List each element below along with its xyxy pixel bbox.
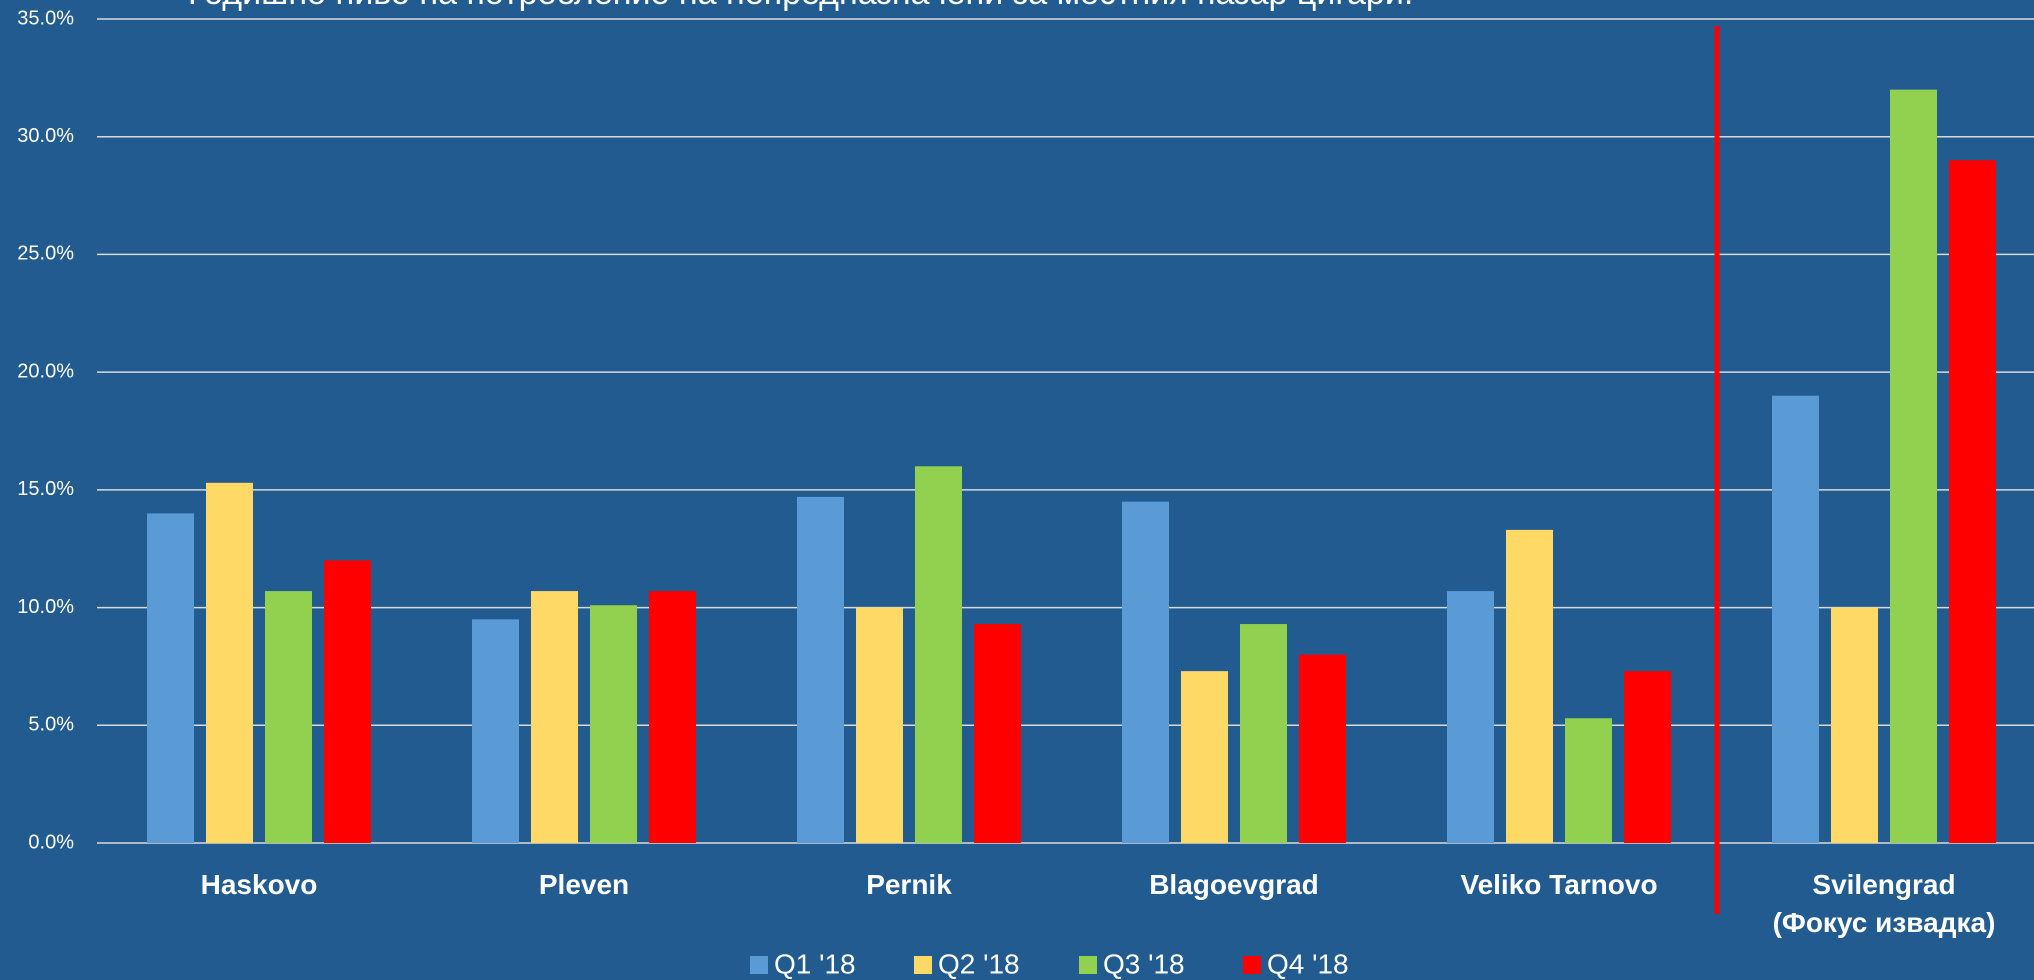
bar (1624, 671, 1671, 843)
bar (1122, 501, 1169, 843)
bar (1831, 607, 1878, 843)
bar (147, 513, 194, 843)
y-tick-label: 35.0% (17, 7, 74, 29)
bar (649, 591, 696, 843)
y-tick-label: 5.0% (28, 714, 74, 736)
bar (1949, 160, 1996, 843)
bar (1447, 591, 1494, 843)
bar (265, 591, 312, 843)
legend-label: Q3 '18 (1103, 948, 1185, 979)
legend-swatch (1243, 956, 1261, 974)
x-tick-label: Pernik (866, 869, 952, 900)
bar (531, 591, 578, 843)
bar (1772, 395, 1819, 843)
legend-swatch (750, 956, 768, 974)
legend-swatch (1079, 956, 1097, 974)
x-tick-label: Pleven (538, 869, 630, 900)
bar (1506, 529, 1553, 843)
bar (1240, 624, 1287, 843)
x-tick-label: Veliko Tarnovo (1460, 869, 1658, 900)
legend-label: Q4 '18 (1267, 948, 1349, 979)
legend-label: Q2 '18 (938, 948, 1020, 979)
x-tick-label: Haskovo (200, 869, 318, 900)
legend-swatch (914, 956, 932, 974)
bar (1890, 89, 1937, 844)
y-tick-label: 20.0% (17, 360, 74, 382)
bar (206, 482, 253, 843)
y-tick-label: 30.0% (17, 125, 74, 147)
bar (856, 607, 903, 843)
bar (1299, 654, 1346, 843)
chart-title: Годишно ниво на потребление на непредназ… (188, 0, 1413, 12)
y-tick-label: 10.0% (17, 596, 74, 618)
bar (590, 605, 637, 843)
x-tick-label: Svilengrad (Фокус извадка) (1772, 869, 1996, 938)
legend-label: Q1 '18 (774, 948, 856, 979)
bar (797, 496, 844, 843)
bar (1565, 718, 1612, 843)
bar (974, 624, 1021, 843)
bar (1181, 671, 1228, 843)
y-tick-label: 25.0% (17, 243, 74, 265)
x-tick-label: Blagoevgrad (1149, 869, 1319, 900)
bar (472, 619, 519, 843)
y-tick-label: 15.0% (17, 478, 74, 500)
y-tick-label: 0.0% (28, 831, 74, 853)
bar (324, 560, 371, 843)
bar (915, 466, 962, 843)
